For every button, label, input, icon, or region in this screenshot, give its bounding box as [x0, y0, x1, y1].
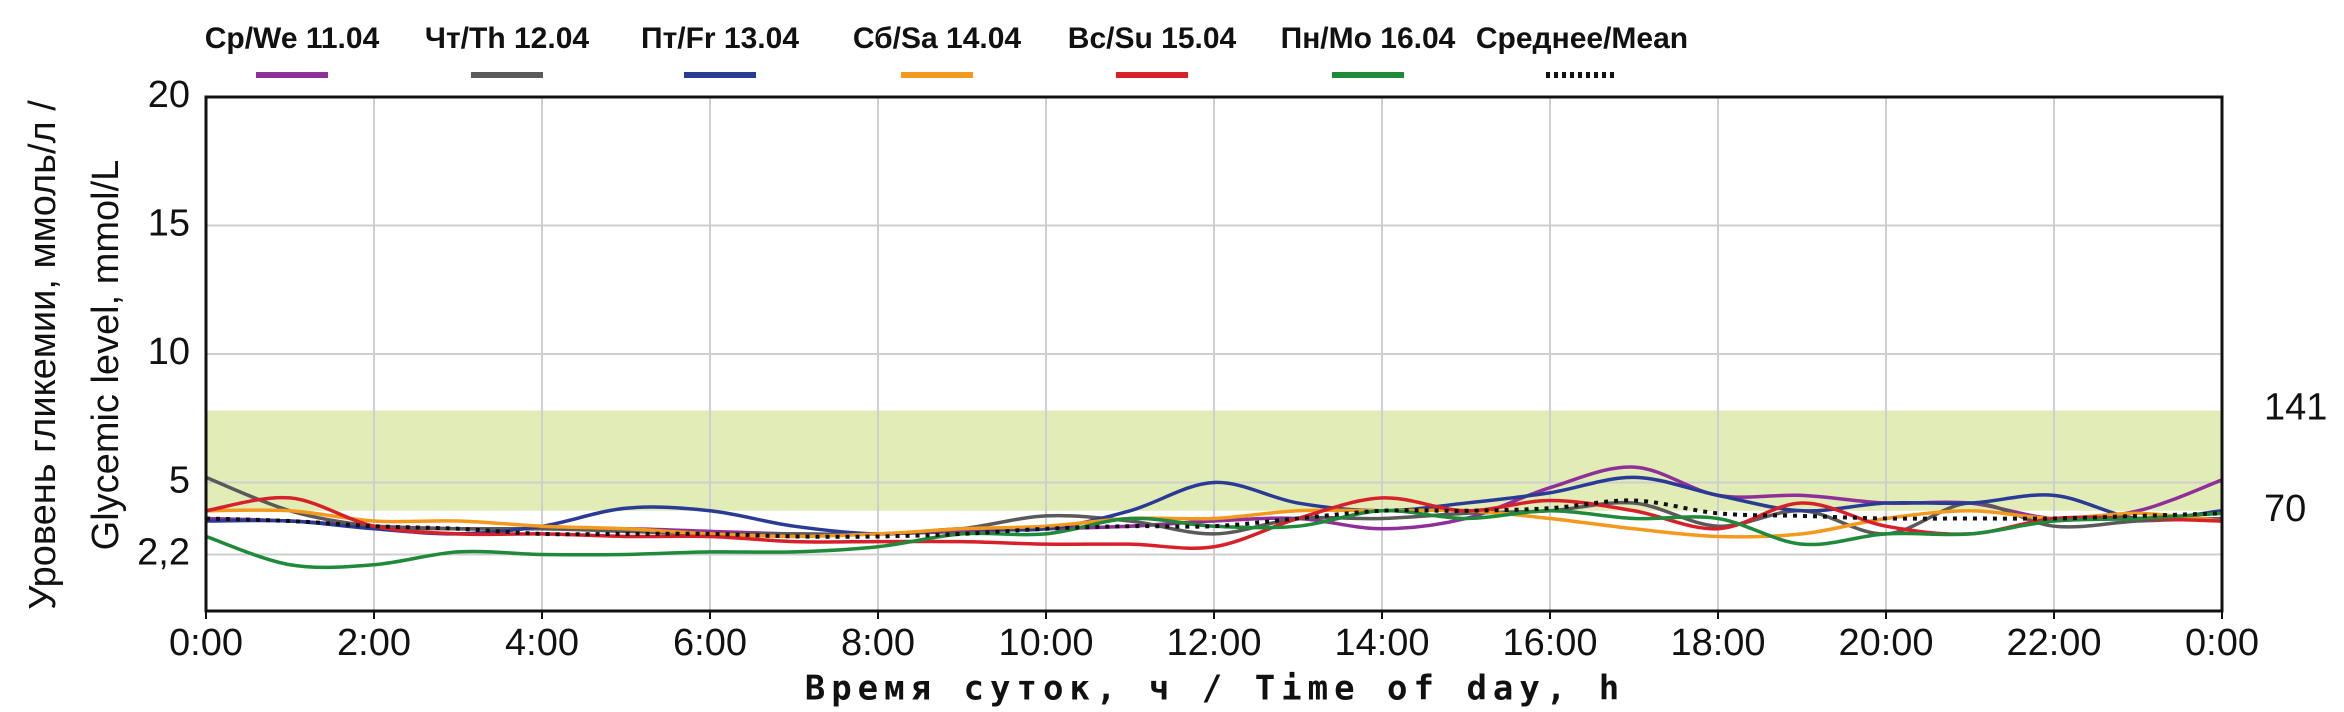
x-tick-label: 0:00: [2185, 622, 2259, 664]
x-tick-label: 18:00: [1670, 622, 1765, 664]
legend-label: Сб/Sa 14.04: [853, 22, 1022, 55]
series-line: [205, 498, 2223, 539]
y2-tick-label: 141: [2264, 387, 2327, 429]
y-tick-label: 5: [169, 460, 190, 502]
y-tick-label: 2,2: [137, 531, 190, 573]
x-tick-label: 12:00: [1166, 622, 1261, 664]
x-tick-label: 0:00: [169, 622, 243, 664]
legend-label: Чт/Th 12.04: [425, 22, 589, 55]
y-axis-label: Glycemic level, mmol/L: [85, 160, 127, 551]
y-tick-label: 20: [148, 74, 190, 116]
legend-label: Ср/We 11.04: [205, 22, 380, 55]
legend-label: Пт/Fr 13.04: [641, 22, 799, 55]
x-tick-label: 6:00: [673, 622, 747, 664]
x-tick-label: 14:00: [1334, 622, 1429, 664]
y-tick-label: 15: [148, 203, 190, 245]
x-tick-label: 10:00: [998, 622, 1093, 664]
legend-label: Среднее/Mean: [1476, 22, 1688, 55]
x-tick-label: 20:00: [1838, 622, 1933, 664]
y2-tick-label: 70: [2264, 488, 2306, 530]
x-tick-label: 22:00: [2006, 622, 2101, 664]
y-tick-label: 10: [148, 331, 190, 373]
legend-label: Пн/Mo 16.04: [1281, 22, 1456, 55]
y-axis-label: Уровень гликемии, ммоль/л /: [22, 100, 64, 610]
series-line: [205, 495, 2223, 550]
x-tick-label: 4:00: [505, 622, 579, 664]
x-tick-label: 16:00: [1502, 622, 1597, 664]
x-tick-label: 2:00: [337, 622, 411, 664]
plot-frame: [204, 95, 2224, 613]
series-line: [205, 508, 2223, 570]
x-tick-label: 8:00: [841, 622, 915, 664]
x-axis-label: Время суток, ч / Time of day, h: [805, 669, 1626, 709]
legend-label: Вс/Su 15.04: [1068, 22, 1237, 55]
